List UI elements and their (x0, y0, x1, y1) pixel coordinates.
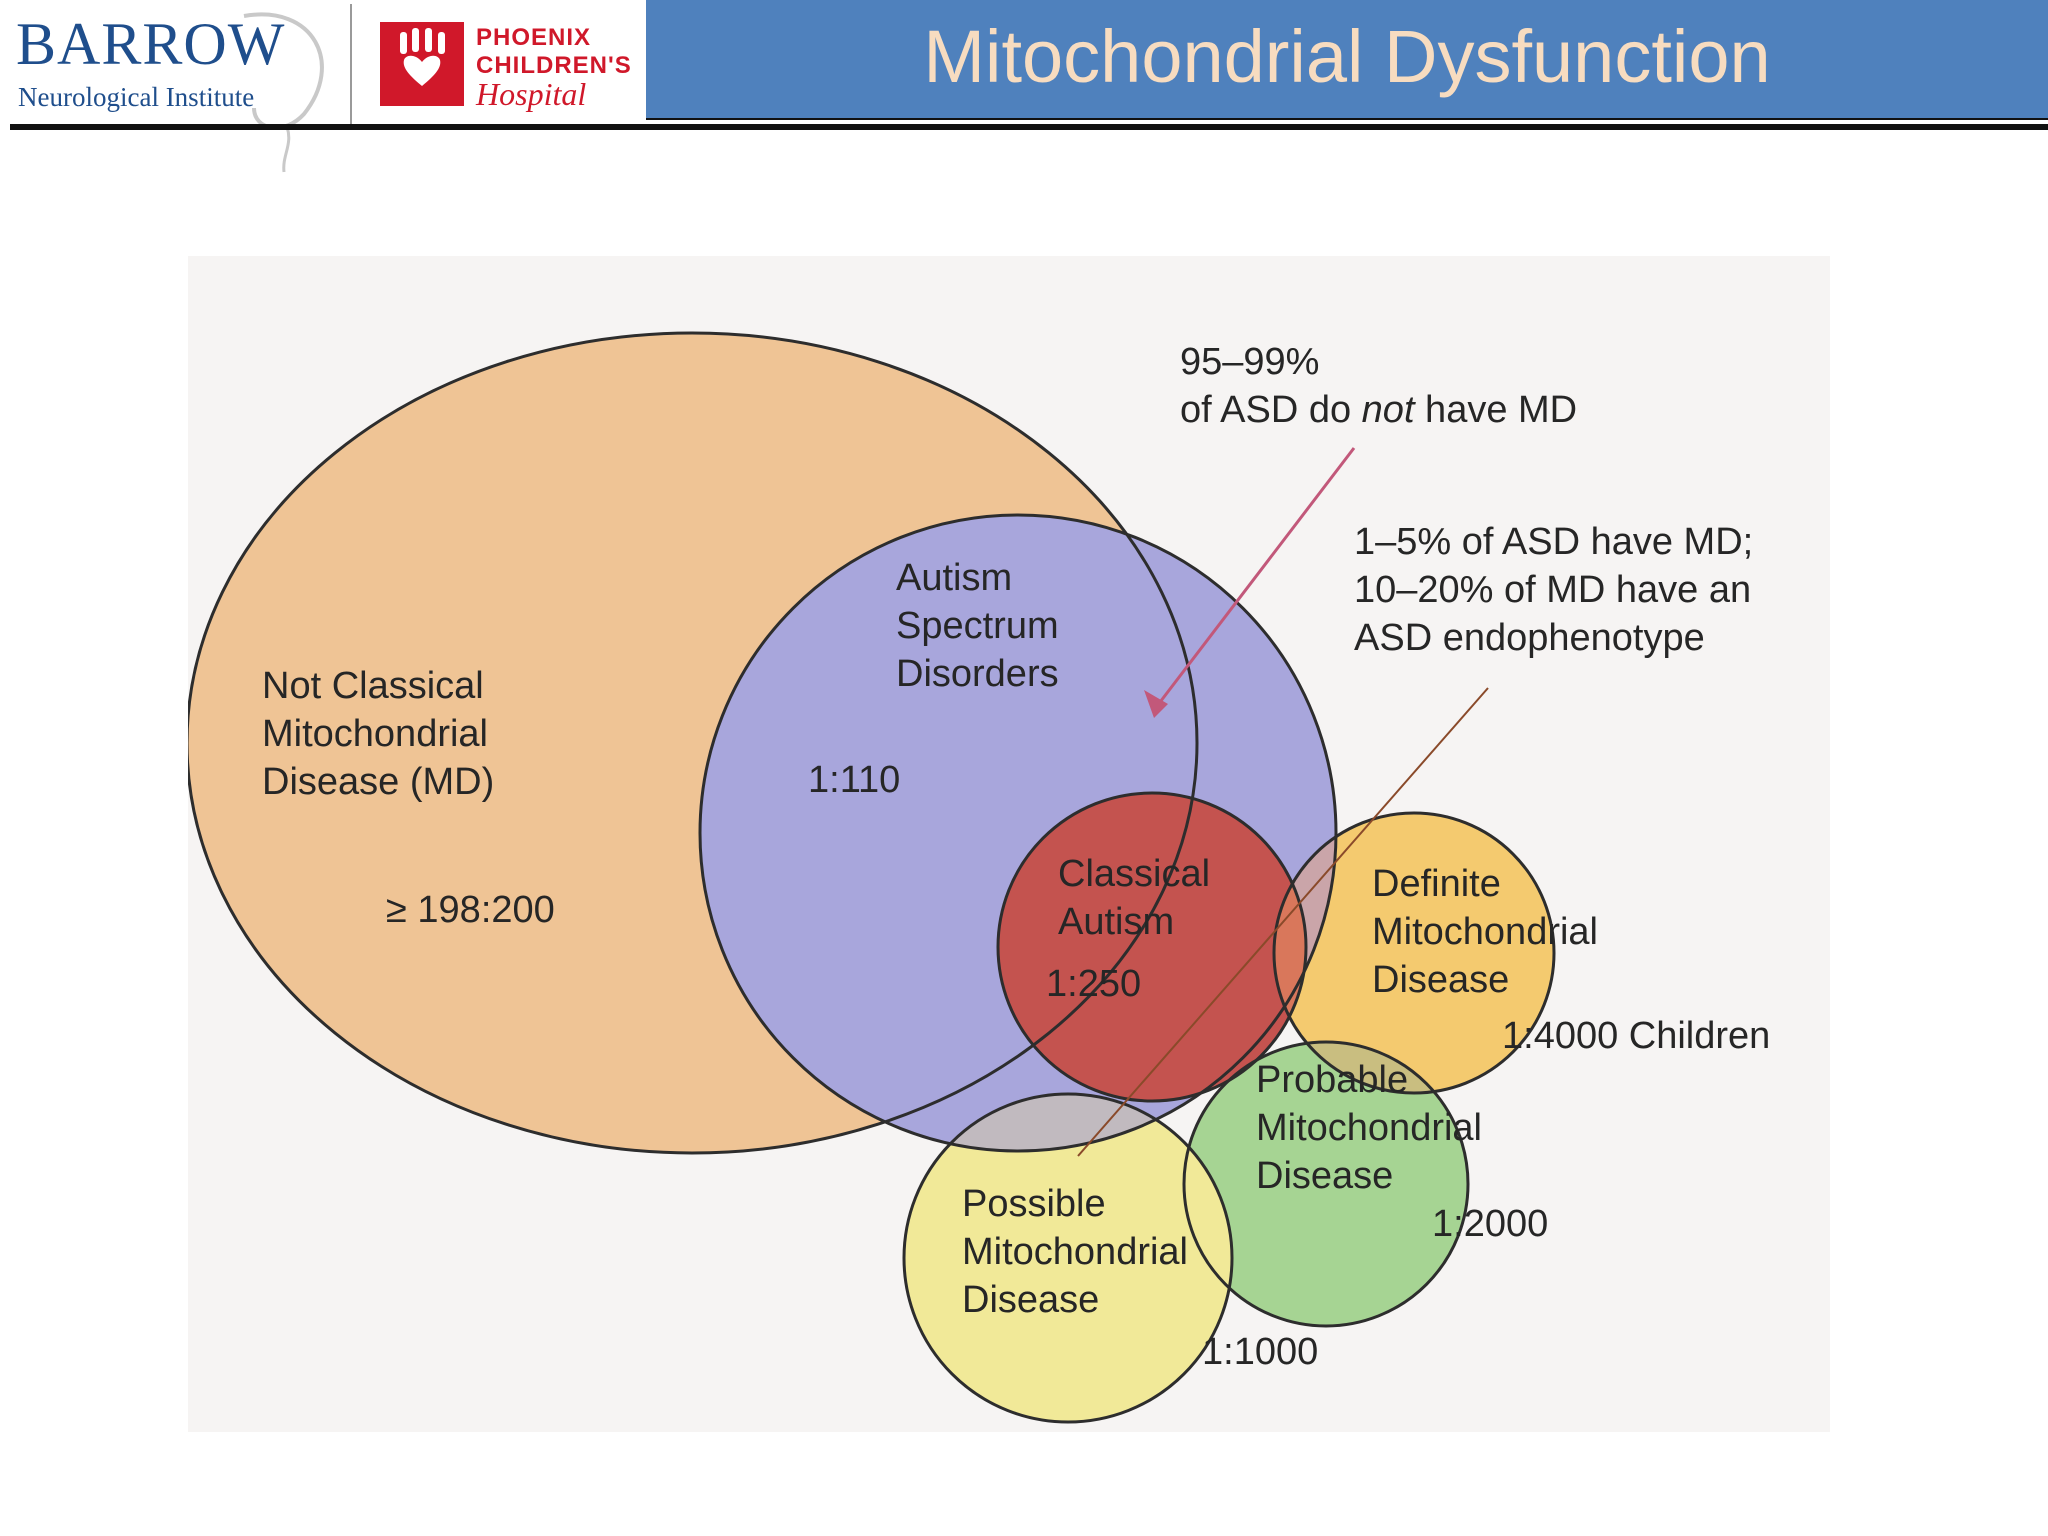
possible-md-circle (904, 1094, 1232, 1422)
classical-autism-ratio: 1:250 (1046, 963, 1142, 1005)
possible-label-2: Mitochondrial (962, 1231, 1188, 1273)
possible-ratio: 1:1000 (1202, 1331, 1319, 1373)
title-bar: Mitochondrial Dysfunction (646, 0, 2048, 118)
barrow-name: BARROW (16, 11, 286, 77)
top-annotation-arrow (1144, 447, 1356, 718)
asd-label-3: Disorders (896, 653, 1059, 695)
header-rule-thin (646, 118, 2048, 120)
not-classical-label-2: Mitochondrial (262, 713, 488, 755)
venn-diagram-svg (188, 256, 1830, 1432)
probable-md-circle (1184, 1042, 1468, 1326)
classical-autism-label-2: Autism (1058, 901, 1175, 943)
classical-autism-circle (998, 793, 1306, 1101)
pch-line3: Hospital (476, 76, 587, 112)
right-annotation-line1: 1–5% of ASD have MD; (1354, 521, 1754, 563)
probable-ratio: 1:2000 (1432, 1203, 1549, 1245)
asd-label-2: Spectrum (896, 605, 1059, 647)
slide-title: Mitochondrial Dysfunction (923, 15, 1771, 98)
not-classical-label-1: Not Classical (262, 665, 484, 707)
phoenix-childrens-logo: PHOENIX CHILDREN'S Hospital (380, 22, 640, 122)
header-rule-thick (10, 124, 2048, 130)
probable-label-3: Disease (1256, 1155, 1394, 1197)
pch-line2: CHILDREN'S (476, 52, 632, 79)
probable-label-1: Probable (1256, 1059, 1409, 1101)
definite-label-2: Mitochondrial (1372, 911, 1598, 953)
logo-divider (350, 4, 352, 130)
right-annotation-line (1077, 687, 1489, 1157)
not-classical-label-3: Disease (MD) (262, 761, 495, 803)
venn-diagram: Not Classical Mitochondrial Disease (MD)… (188, 256, 1830, 1432)
hand-heart-icon (380, 22, 464, 106)
possible-label-1: Possible (962, 1183, 1106, 1225)
definite-md-circle (1274, 813, 1554, 1093)
possible-label-3: Disease (962, 1279, 1100, 1321)
classical-autism-label-1: Classical (1058, 853, 1211, 895)
definite-label-3: Disease (1372, 959, 1510, 1001)
pch-line1: PHOENIX (476, 24, 592, 51)
not-classical-ratio: ≥ 198:200 (386, 889, 555, 931)
asd-label-1: Autism (896, 557, 1013, 599)
definite-label-1: Definite (1372, 863, 1501, 905)
top-annotation-line2: of ASD do not have MD (1180, 389, 1578, 431)
probable-label-2: Mitochondrial (1256, 1107, 1482, 1149)
barrow-logo: BARROW Neurological Institute (14, 11, 344, 173)
asd-ratio: 1:110 (808, 759, 901, 801)
top-annotation-line1: 95–99% (1180, 341, 1320, 383)
right-annotation-line3: ASD endophenotype (1354, 617, 1705, 659)
definite-ratio: 1:4000 Children (1502, 1015, 1771, 1057)
barrow-subtitle: Neurological Institute (18, 82, 255, 112)
right-annotation-line2: 10–20% of MD have an (1354, 569, 1752, 611)
